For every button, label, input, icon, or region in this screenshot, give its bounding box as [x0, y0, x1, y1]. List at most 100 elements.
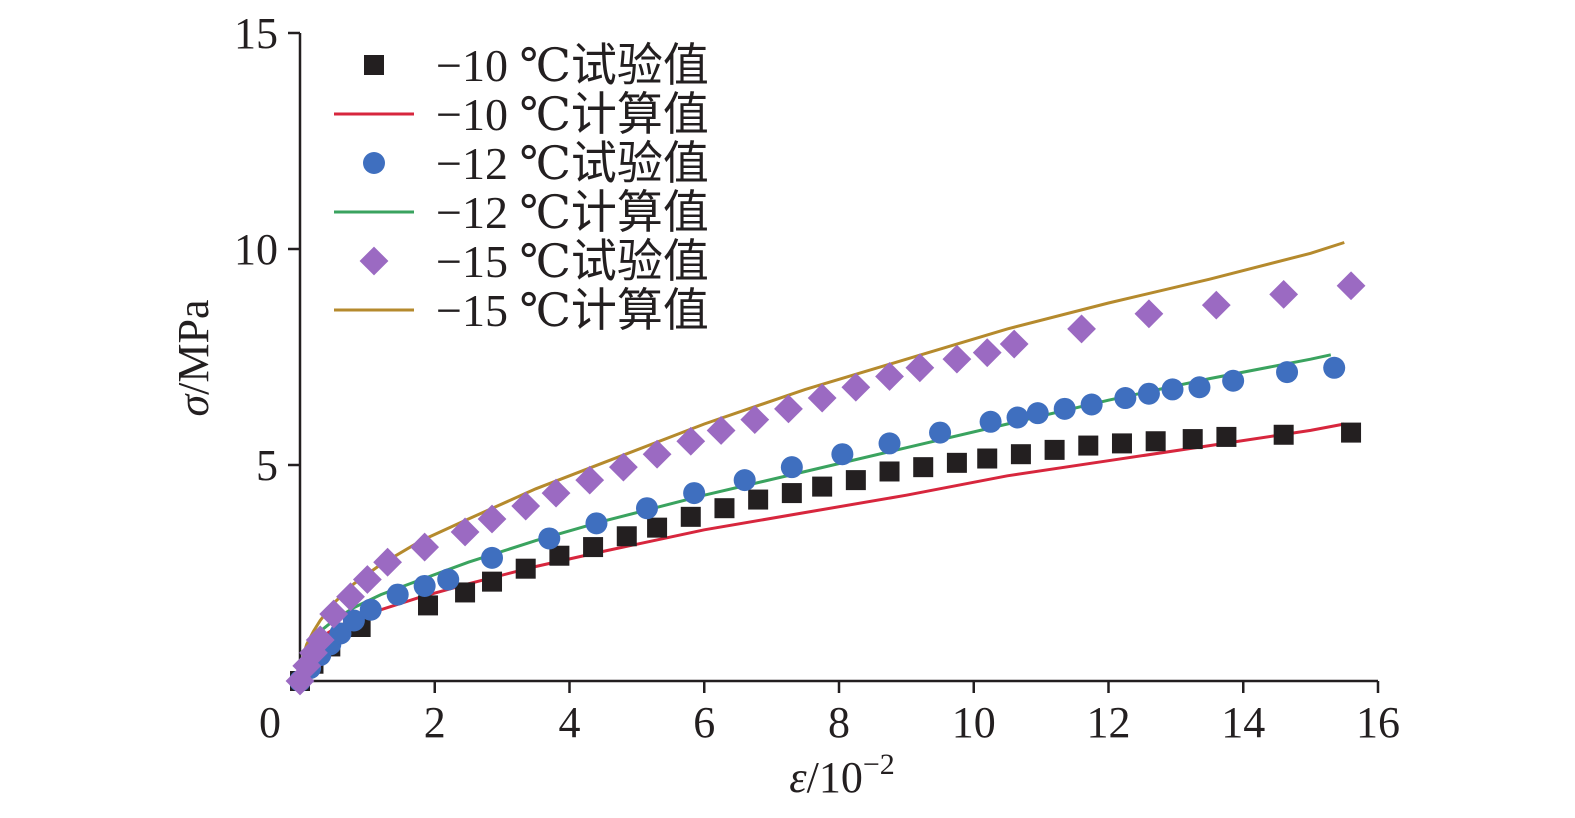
- x-axis-title: ε/10−2: [789, 748, 895, 802]
- data-point: [1010, 444, 1031, 465]
- data-point: [575, 465, 605, 495]
- data-point: [305, 625, 335, 655]
- data-point: [538, 527, 561, 550]
- data-point: [905, 353, 935, 383]
- legend-item: −15 ℃计算值: [334, 285, 709, 336]
- data-point: [1201, 290, 1231, 320]
- data-point: [1006, 406, 1029, 429]
- data-point: [875, 362, 904, 391]
- legend-item: −10 ℃计算值: [334, 89, 709, 140]
- data-point: [680, 506, 701, 527]
- data-point: [642, 439, 672, 469]
- data-point: [1111, 433, 1132, 454]
- data-point: [477, 504, 507, 534]
- data-point: [780, 456, 803, 479]
- data-point: [1114, 387, 1137, 410]
- data-point: [1080, 393, 1103, 416]
- series-line-path: [298, 241, 1345, 682]
- legend-label: −12 ℃计算值: [436, 187, 709, 238]
- series-markers: [290, 422, 1362, 691]
- data-point: [410, 532, 440, 562]
- series-markers: [289, 356, 1346, 692]
- data-point: [418, 595, 439, 616]
- legend-item: −15 ℃试验值: [359, 236, 709, 287]
- x-tick-label: 14: [1221, 698, 1265, 747]
- x-axis-title-unit: /10: [807, 753, 863, 802]
- data-point: [999, 329, 1029, 359]
- y-tick-label: 10: [234, 225, 278, 274]
- data-point: [676, 426, 706, 456]
- data-point: [386, 583, 409, 606]
- data-point: [879, 461, 900, 482]
- data-point: [450, 517, 480, 547]
- data-point: [1044, 439, 1065, 460]
- data-point: [1276, 361, 1299, 384]
- data-point: [511, 491, 541, 521]
- x-axis-title-exponent: −2: [863, 748, 895, 781]
- legend-label: −15 ℃试验值: [436, 236, 709, 287]
- data-point: [319, 599, 349, 629]
- data-point: [972, 338, 1002, 368]
- data-point: [515, 558, 536, 579]
- data-point: [1269, 279, 1299, 309]
- data-point: [609, 452, 638, 482]
- data-point: [585, 512, 608, 535]
- x-tick-label: 8: [828, 698, 850, 747]
- plot-area: [285, 241, 1366, 696]
- x-tick-label: 0: [259, 698, 281, 747]
- data-point: [831, 443, 854, 466]
- legend-swatch-marker: [363, 152, 385, 174]
- y-tick-label: 5: [256, 441, 278, 490]
- data-point: [1078, 435, 1099, 456]
- axes: 0 2 4 6 8 10 12 14 16 5 10 15: [234, 9, 1400, 747]
- data-point: [1067, 314, 1096, 344]
- data-point: [1216, 426, 1237, 447]
- data-point: [373, 547, 402, 577]
- series-line-path: [298, 422, 1345, 682]
- data-point: [714, 498, 735, 519]
- data-point: [455, 582, 476, 603]
- data-point: [413, 574, 436, 597]
- data-point: [1323, 356, 1346, 379]
- legend-item: −12 ℃试验值: [363, 138, 709, 189]
- y-axis-title-unit: /MPa: [169, 299, 218, 394]
- data-point: [437, 568, 460, 591]
- legend-label: −15 ℃计算值: [436, 285, 709, 336]
- data-point: [1026, 402, 1049, 425]
- x-axis-title-symbol: ε: [789, 753, 807, 802]
- data-point: [774, 394, 803, 424]
- x-tick-label: 4: [559, 698, 581, 747]
- data-point: [616, 526, 637, 547]
- data-point: [1161, 378, 1184, 401]
- data-point: [812, 476, 833, 497]
- data-point: [841, 372, 871, 402]
- data-point: [1336, 271, 1366, 301]
- x-tick-label: 2: [424, 698, 446, 747]
- data-point: [541, 478, 571, 508]
- data-point: [706, 416, 736, 445]
- data-point: [583, 537, 604, 558]
- x-tick-label: 6: [693, 698, 715, 747]
- data-point: [482, 571, 503, 592]
- legend-swatch-marker: [359, 246, 389, 276]
- data-point: [1222, 369, 1245, 392]
- data-point: [352, 565, 382, 594]
- series-line: [298, 241, 1345, 682]
- x-tick-label: 12: [1087, 698, 1131, 747]
- x-tick-label: 10: [952, 698, 996, 747]
- y-axis-title: σ/MPa: [169, 299, 218, 416]
- legend-item: −10 ℃试验值: [364, 40, 709, 91]
- data-point: [942, 344, 972, 374]
- data-point: [635, 497, 658, 520]
- data-point: [359, 598, 382, 621]
- data-point: [336, 582, 365, 612]
- legend-label: −10 ℃试验值: [436, 40, 709, 91]
- data-point: [979, 410, 1002, 433]
- data-point: [740, 405, 770, 435]
- data-point: [878, 432, 901, 455]
- y-tick-label: 15: [234, 9, 278, 58]
- legend-label: −10 ℃计算值: [436, 89, 709, 140]
- data-point: [946, 452, 967, 473]
